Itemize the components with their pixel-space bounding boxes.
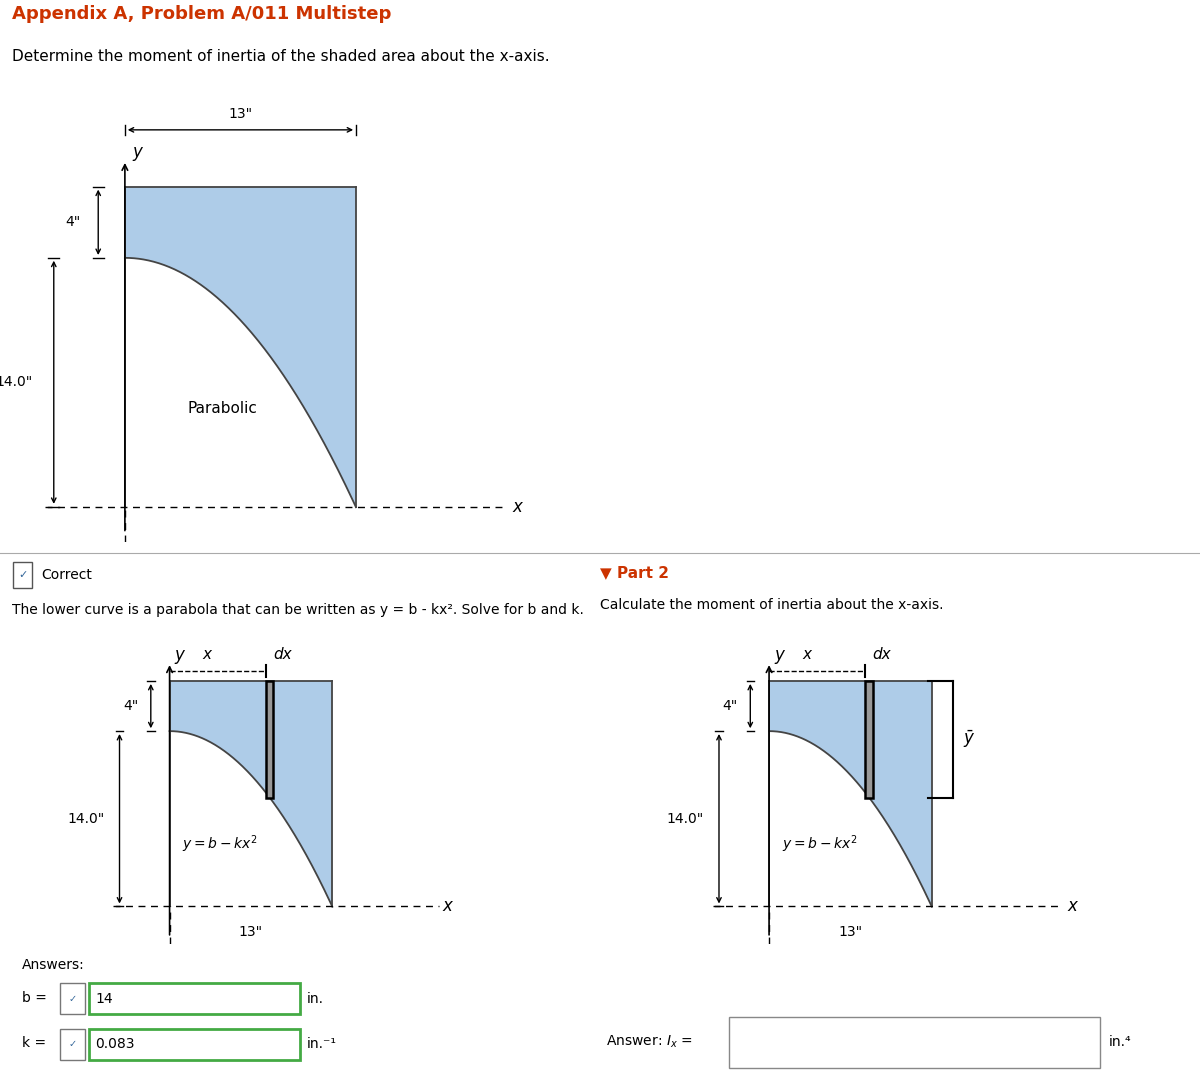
Text: Answer: $I_x$ =: Answer: $I_x$ = [606,1033,692,1050]
Text: 13": 13" [239,926,263,940]
Text: ✓: ✓ [18,570,28,580]
Text: Appendix A, Problem A/011 Multistep: Appendix A, Problem A/011 Multistep [12,5,391,24]
Text: $\bar{y}$: $\bar{y}$ [964,729,976,750]
FancyBboxPatch shape [60,1029,85,1060]
Text: Correct: Correct [41,569,91,582]
Text: k =: k = [22,1036,47,1049]
Text: ✓: ✓ [68,1039,77,1049]
Text: The lower curve is a parabola that can be written as y = b - kx². Solve for b an: The lower curve is a parabola that can b… [12,603,584,617]
Text: in.: in. [307,992,324,1006]
Text: ▼ Part 2: ▼ Part 2 [600,565,670,580]
Text: 0.083: 0.083 [95,1037,134,1051]
Text: x: x [1067,897,1076,916]
Text: y: y [132,142,142,161]
Text: 14.0": 14.0" [667,812,704,826]
Text: y: y [774,646,784,664]
Bar [266,681,274,797]
Text: 14.0": 14.0" [0,375,32,390]
Bar [865,681,872,797]
Text: 4": 4" [722,699,738,713]
Text: 13": 13" [839,926,863,940]
Text: dx: dx [272,647,292,662]
Text: Calculate the moment of inertia about the x-axis.: Calculate the moment of inertia about th… [600,598,943,612]
FancyBboxPatch shape [89,983,300,1014]
Text: b =: b = [22,991,47,1005]
Text: ✓: ✓ [68,994,77,1004]
Text: x: x [802,647,811,662]
Text: in.⁻¹: in.⁻¹ [307,1037,337,1051]
Text: Parabolic: Parabolic [187,401,257,417]
Text: dx: dx [872,647,892,662]
FancyBboxPatch shape [60,983,85,1014]
FancyBboxPatch shape [13,562,32,588]
Polygon shape [769,681,932,907]
FancyBboxPatch shape [89,1029,300,1060]
Text: 4": 4" [65,215,80,229]
Text: 14: 14 [95,992,113,1006]
Text: $y = b - kx^2$: $y = b - kx^2$ [781,833,857,855]
FancyBboxPatch shape [730,1017,1099,1068]
Text: 14.0": 14.0" [67,812,104,826]
Text: 13": 13" [228,107,252,120]
Text: Determine the moment of inertia of the shaded area about the x-axis.: Determine the moment of inertia of the s… [12,49,550,64]
Text: 4": 4" [124,699,138,713]
Text: x: x [512,498,522,515]
Text: y: y [174,646,185,664]
Text: $y = b - kx^2$: $y = b - kx^2$ [182,833,258,855]
Text: in.⁴: in.⁴ [1109,1035,1132,1048]
Text: x: x [203,647,211,662]
Text: x: x [443,897,452,916]
Polygon shape [169,681,332,907]
Polygon shape [125,187,356,507]
Text: Answers:: Answers: [22,958,85,972]
